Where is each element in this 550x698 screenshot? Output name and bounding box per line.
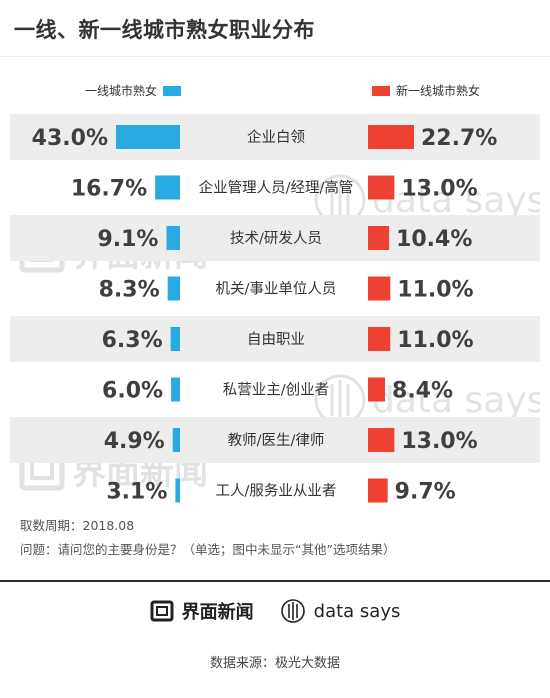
jiemian-brand-label: 界面新闻: [181, 602, 254, 623]
legend-left: 一线城市熟女: [85, 82, 182, 99]
category-label: 技术/研发人员: [230, 230, 322, 247]
value-label-first-tier: 16.7%: [71, 177, 147, 202]
bar-first-tier: [155, 175, 180, 200]
bar-first-tier: [166, 226, 180, 250]
category-label: 私营业主/创业者: [223, 382, 329, 399]
value-label-new-first-tier: 9.7%: [395, 480, 456, 505]
value-label-new-first-tier: 10.4%: [396, 227, 472, 252]
bar-first-tier: [171, 377, 180, 402]
chart-title: 一线、新一线城市熟女职业分布: [14, 18, 315, 42]
value-label-first-tier: 6.0%: [102, 379, 163, 404]
data-source: 数据来源：极光大数据: [209, 656, 340, 671]
row-band: [10, 316, 540, 362]
row-band: [10, 417, 540, 463]
category-label: 企业管理人员/经理/高管: [199, 179, 354, 197]
bar-first-tier: [172, 428, 180, 452]
datasays-brand-label: data says: [313, 600, 401, 622]
brand-row: 界面新闻 data says: [0, 598, 550, 624]
category-label: 自由职业: [247, 331, 305, 348]
bar-new-first-tier: [368, 428, 395, 452]
bar-new-first-tier: [368, 175, 395, 200]
footer-divider: [0, 580, 550, 582]
bar-new-first-tier: [368, 377, 386, 402]
value-label-new-first-tier: 11.0%: [397, 278, 473, 303]
bar-new-first-tier: [368, 226, 390, 250]
value-label-first-tier: 6.3%: [102, 328, 163, 353]
value-label-first-tier: 43.0%: [32, 126, 108, 151]
bar-first-tier: [116, 125, 180, 149]
value-label-new-first-tier: 8.4%: [392, 379, 453, 404]
value-label-new-first-tier: 11.0%: [397, 328, 473, 353]
legend-swatch-right: [372, 85, 390, 96]
jiemian-logo-icon: [150, 600, 174, 622]
category-label: 工人/服务业从业者: [216, 483, 337, 500]
legend-label-right: 新一线城市熟女: [396, 84, 481, 98]
value-label-new-first-tier: 13.0%: [401, 177, 477, 202]
bar-new-first-tier: [368, 327, 391, 351]
butterfly-bar-chart: 43.0% 22.7% 企业白领 16.7% 13.0% 企业管理人员/经理/高管 9.1%…: [10, 114, 540, 505]
datasays-brand: data says: [280, 598, 401, 624]
value-label-new-first-tier: 22.7%: [421, 126, 497, 151]
legend-label-left: 一线城市熟女: [85, 84, 158, 98]
category-label: 机关/事业单位人员: [216, 281, 337, 298]
category-label: 企业白领: [247, 128, 305, 146]
value-label-first-tier: 4.9%: [104, 429, 165, 454]
legend-swatch-left: [163, 85, 182, 96]
value-label-first-tier: 8.3%: [99, 278, 160, 303]
legend-right: 新一线城市熟女: [372, 82, 480, 99]
datasays-logo-icon: [280, 599, 305, 623]
row-band: [10, 215, 540, 261]
bar-first-tier: [170, 327, 180, 351]
category-label: 教师/医生/律师: [228, 432, 325, 449]
question-note: 问题：请问您的主要身份是？（单选；图中未显示“其他”选项结果）: [20, 542, 396, 557]
value-label-first-tier: 3.1%: [106, 480, 167, 505]
row-band: [10, 114, 540, 160]
jiemian-brand: 界面新闻: [150, 598, 254, 624]
value-label-new-first-tier: 13.0%: [401, 429, 477, 454]
period-note: 取数周期：2018.08: [20, 518, 135, 533]
bar-new-first-tier: [368, 478, 388, 503]
bar-new-first-tier: [368, 276, 391, 301]
bar-first-tier: [175, 478, 180, 503]
title-divider: [0, 56, 550, 57]
value-label-first-tier: 9.1%: [97, 227, 158, 252]
bar-first-tier: [167, 276, 180, 301]
bar-new-first-tier: [368, 125, 414, 149]
